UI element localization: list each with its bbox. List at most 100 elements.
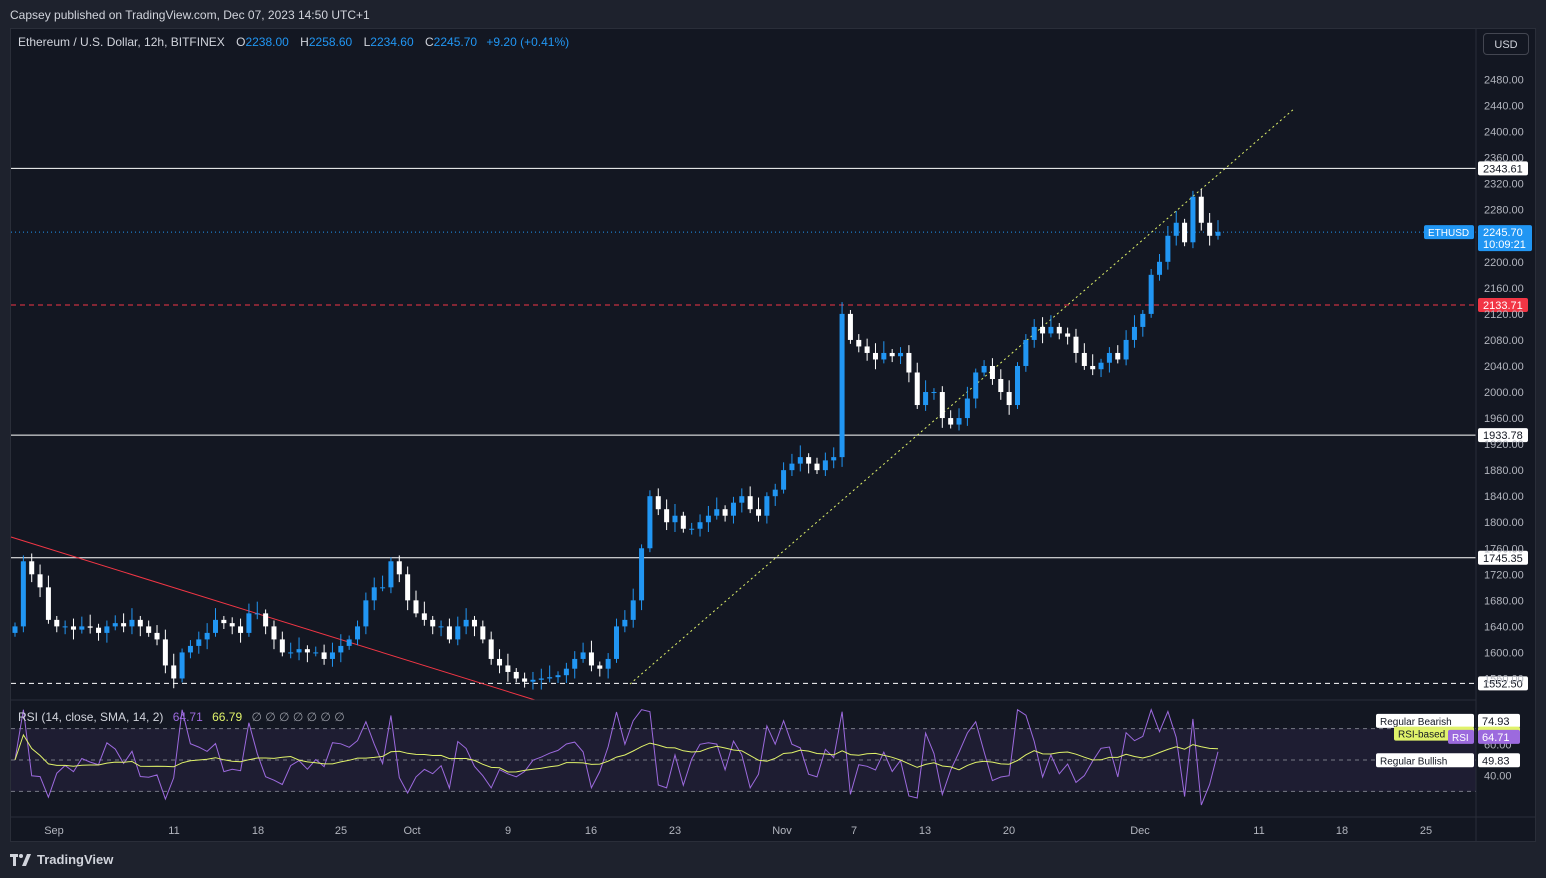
candle <box>797 445 803 472</box>
candle-body <box>914 372 920 406</box>
candle <box>756 497 762 522</box>
candle <box>1190 190 1196 249</box>
candle <box>363 592 369 635</box>
candle <box>772 483 778 506</box>
candle <box>605 653 611 679</box>
candle <box>789 453 795 477</box>
candle <box>405 566 411 611</box>
candle <box>906 345 912 383</box>
candle <box>1215 220 1221 240</box>
candle <box>622 610 628 633</box>
time-tick-label: 11 <box>1253 825 1264 837</box>
price-tick-label: 2000.00 <box>1484 387 1524 399</box>
candle <box>839 302 845 467</box>
candle-body <box>705 515 711 523</box>
rsi-label-text: RSI <box>1452 733 1469 744</box>
candle-body <box>1173 222 1179 236</box>
rsi-label-text: Regular Bearish <box>1380 717 1452 728</box>
candle-body <box>321 652 327 659</box>
candle <box>847 309 853 344</box>
candle-body <box>229 623 235 627</box>
candle-body <box>622 619 628 627</box>
candle <box>530 671 536 690</box>
candle-body <box>1073 336 1079 353</box>
candle-body <box>1065 333 1071 337</box>
rsi-line <box>14 708 1219 806</box>
candle-body <box>714 509 720 516</box>
low-label: L <box>363 35 371 49</box>
candle <box>730 496 736 524</box>
candle-body <box>1040 326 1046 334</box>
candle-body <box>62 626 68 628</box>
candle-body <box>12 626 18 633</box>
price-tick-label: 1640.00 <box>1484 621 1524 633</box>
candle <box>505 653 511 682</box>
candle-body <box>772 489 778 497</box>
candle-body <box>563 668 569 676</box>
candle <box>881 341 887 364</box>
level-price-badge <box>1478 428 1528 443</box>
candle-body <box>872 352 878 360</box>
candle <box>254 601 260 620</box>
candle <box>45 575 51 624</box>
candle-body <box>413 600 419 614</box>
level-price-badge <box>1478 161 1528 176</box>
level-price-badge <box>1478 676 1528 691</box>
candle-body <box>1165 235 1171 262</box>
candle-body <box>847 313 853 340</box>
candle-body <box>221 619 227 624</box>
candle-body <box>1081 352 1087 366</box>
candle <box>1173 211 1179 246</box>
candle-body <box>998 379 1004 393</box>
symbol-title[interactable]: Ethereum / U.S. Dollar, 12h, BITFINEX <box>18 35 225 49</box>
candle <box>964 386 970 426</box>
candle-body <box>613 626 620 659</box>
candle-body <box>254 613 260 615</box>
candle-body <box>1190 196 1196 243</box>
candle-body <box>605 658 611 669</box>
candle-body <box>580 652 586 659</box>
candle-body <box>396 561 402 575</box>
candle-body <box>923 392 929 406</box>
rsi-ma-line <box>14 733 1219 773</box>
candle <box>1098 358 1104 378</box>
candle-body <box>931 392 937 394</box>
candle-body <box>104 626 110 633</box>
open-value: 2238.00 <box>245 35 289 49</box>
candle-body <box>480 626 486 640</box>
rsi-tick-label: 40.00 <box>1484 771 1512 783</box>
candle <box>989 358 995 385</box>
candle-body <box>45 587 51 620</box>
footer-brand[interactable]: TradingView <box>10 852 113 867</box>
ascending-trendline <box>629 107 1296 685</box>
low-value: 2234.60 <box>370 35 414 49</box>
candle-body <box>238 626 244 633</box>
candle <box>680 511 686 533</box>
candle-body <box>839 313 845 458</box>
candle-body <box>212 619 219 633</box>
high-value: 2258.60 <box>308 35 353 49</box>
time-tick-label: 13 <box>919 825 931 837</box>
candle-body <box>146 626 152 633</box>
close-value: 2245.70 <box>433 35 478 49</box>
rsi-title[interactable]: RSI (14, close, SMA, 14, 2) <box>18 710 164 724</box>
candle-body <box>797 457 803 464</box>
candle-body <box>547 677 553 679</box>
level-price-label: 1933.78 <box>1483 430 1523 442</box>
candle <box>1040 317 1046 344</box>
candle-body <box>939 392 945 419</box>
currency-button[interactable]: USD <box>1483 33 1529 55</box>
candle <box>898 347 904 365</box>
candle-body <box>948 418 954 425</box>
candle-body <box>162 639 168 666</box>
price-tick-label: 2400.00 <box>1484 127 1524 139</box>
candle-body <box>70 626 76 630</box>
candle <box>371 577 377 611</box>
candle-body <box>889 352 895 357</box>
price-tick-label: 2280.00 <box>1484 205 1524 217</box>
symbol-badge <box>1424 225 1474 240</box>
candle <box>806 453 812 474</box>
rsi-empty-values: ∅ ∅ ∅ ∅ ∅ ∅ ∅ <box>251 710 345 724</box>
candle-body <box>689 528 695 530</box>
